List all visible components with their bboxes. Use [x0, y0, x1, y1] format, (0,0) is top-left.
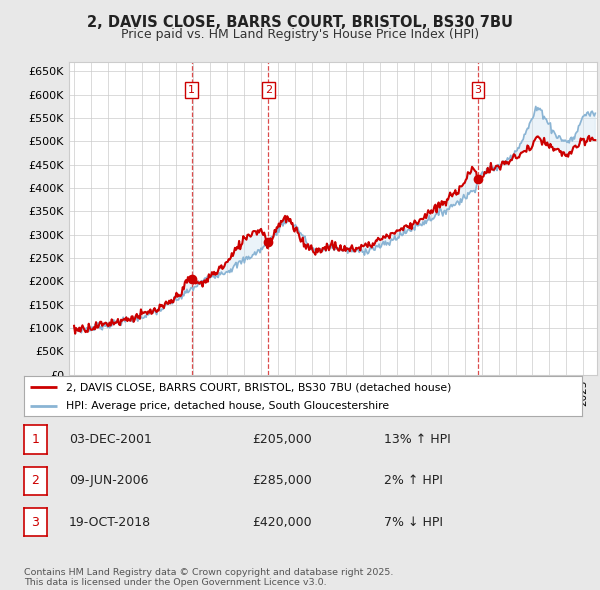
Text: 19-OCT-2018: 19-OCT-2018: [69, 516, 151, 529]
Text: 2: 2: [31, 474, 40, 487]
Text: 3: 3: [475, 85, 482, 95]
Text: HPI: Average price, detached house, South Gloucestershire: HPI: Average price, detached house, Sout…: [66, 401, 389, 411]
Text: 09-JUN-2006: 09-JUN-2006: [69, 474, 149, 487]
Text: 1: 1: [31, 433, 40, 446]
Text: £205,000: £205,000: [252, 433, 312, 446]
Text: 7% ↓ HPI: 7% ↓ HPI: [384, 516, 443, 529]
Text: 2: 2: [265, 85, 272, 95]
Text: 2% ↑ HPI: 2% ↑ HPI: [384, 474, 443, 487]
Text: £285,000: £285,000: [252, 474, 312, 487]
Text: 13% ↑ HPI: 13% ↑ HPI: [384, 433, 451, 446]
Text: 2, DAVIS CLOSE, BARRS COURT, BRISTOL, BS30 7BU: 2, DAVIS CLOSE, BARRS COURT, BRISTOL, BS…: [87, 15, 513, 30]
Text: 1: 1: [188, 85, 195, 95]
Text: 03-DEC-2001: 03-DEC-2001: [69, 433, 152, 446]
Text: 3: 3: [31, 516, 40, 529]
Text: Contains HM Land Registry data © Crown copyright and database right 2025.
This d: Contains HM Land Registry data © Crown c…: [24, 568, 394, 587]
Text: 2, DAVIS CLOSE, BARRS COURT, BRISTOL, BS30 7BU (detached house): 2, DAVIS CLOSE, BARRS COURT, BRISTOL, BS…: [66, 382, 451, 392]
Text: £420,000: £420,000: [252, 516, 311, 529]
Text: Price paid vs. HM Land Registry's House Price Index (HPI): Price paid vs. HM Land Registry's House …: [121, 28, 479, 41]
